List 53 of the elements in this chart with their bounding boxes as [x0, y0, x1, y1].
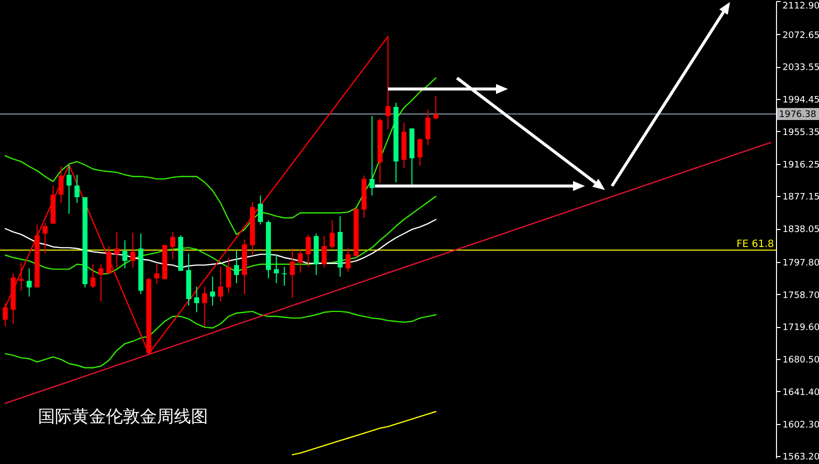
candlestick	[290, 248, 295, 299]
candlestick	[58, 166, 64, 204]
candlestick	[298, 248, 303, 274]
y-tick-label: 2112.90	[782, 2, 819, 12]
text: 国际黄金伦敦金周线图	[38, 406, 208, 428]
y-tick-label: 1955.35	[782, 128, 819, 138]
y-tick-label: 1797.80	[782, 258, 819, 268]
y-tick-label: 1563.20	[782, 452, 819, 463]
line-series	[292, 411, 436, 456]
line-series	[4, 77, 436, 236]
candlestick	[74, 174, 80, 204]
y-tick-label: 1719.60	[782, 323, 819, 334]
candlestick	[170, 231, 176, 260]
candlestick	[106, 246, 112, 274]
candlestick	[370, 116, 375, 196]
annotation: FE 61.8	[736, 239, 774, 250]
candlestick	[433, 96, 438, 120]
candlestick	[90, 264, 96, 289]
ref-line-label: 1976.38	[779, 110, 816, 120]
candlestick	[330, 220, 335, 250]
y-tick-label: 2072.65	[782, 30, 819, 41]
candlestick	[114, 231, 120, 268]
candlestick	[258, 195, 263, 225]
candlestick	[425, 108, 430, 146]
candlestick	[417, 138, 422, 166]
candlestick	[98, 264, 104, 302]
candlestick	[130, 232, 136, 268]
y-tick-label: 1916.25	[782, 160, 819, 170]
candlestick	[42, 222, 48, 254]
candlestick	[66, 164, 72, 214]
candlestick	[210, 276, 216, 306]
line-series	[4, 310, 436, 368]
y-tick-label: 1838.05	[782, 225, 819, 236]
candlestick	[18, 262, 24, 292]
y-tick-label: 1641.40	[782, 388, 819, 398]
candlestick	[322, 236, 327, 268]
candlestick	[154, 264, 160, 285]
y-tick-label: 1877.15	[782, 192, 819, 203]
candlestick	[226, 257, 232, 294]
candlestick	[274, 254, 279, 284]
candlestick	[26, 268, 32, 298]
y-tick-label: 1602.30	[782, 420, 819, 430]
candlestick	[122, 240, 128, 269]
y-tick-label: 2033.55	[782, 63, 819, 74]
y-tick-label: 1758.70	[782, 290, 819, 301]
y-tick-label: 1680.50	[782, 356, 819, 366]
candlestick	[234, 250, 239, 284]
candlestick	[306, 234, 311, 268]
candlestick	[202, 286, 208, 327]
candlestick	[218, 266, 224, 302]
y-tick-label: 1994.45	[782, 96, 819, 106]
candlestick	[346, 247, 351, 272]
candlestick	[194, 286, 200, 313]
